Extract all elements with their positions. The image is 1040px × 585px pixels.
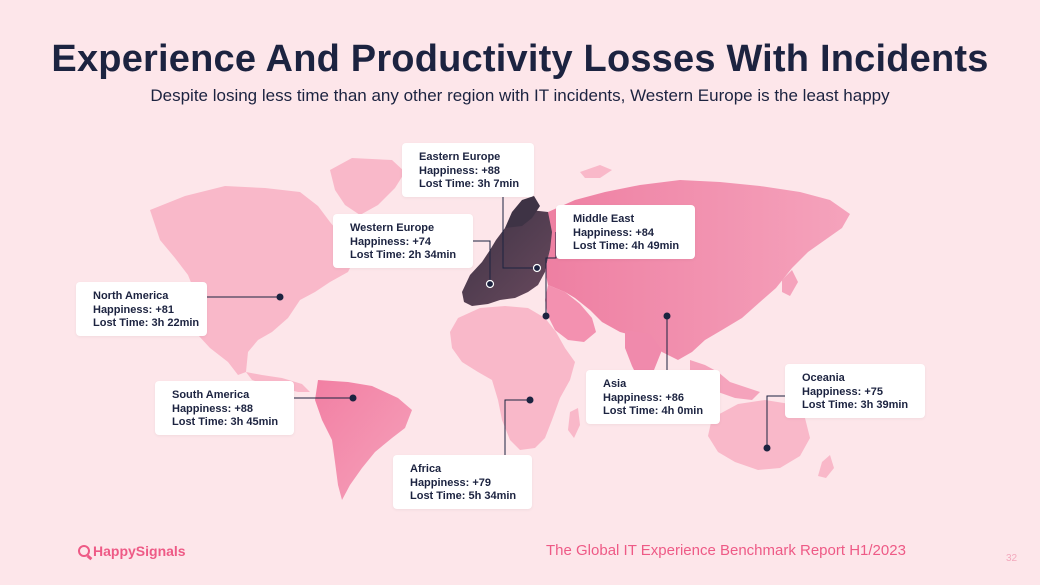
africa-card: Africa Happiness: +79 Lost Time: 5h 34mi… [393,455,532,509]
south-america-name: South America [172,389,250,401]
eastern-europe-leader [502,196,537,269]
western-europe-card: Western Europe Happiness: +74 Lost Time:… [333,214,473,268]
asia-card: Asia Happiness: +86 Lost Time: 4h 0min [586,370,720,424]
western-europe-name: Western Europe [350,222,435,234]
page-title: Experience And Productivity Losses With … [51,38,989,80]
middle-east-lost-time: Lost Time: 4h 49min [573,240,680,252]
asia-lost-time: Lost Time: 4h 0min [603,405,704,417]
logo-text: HappySignals [93,543,186,559]
madagascar-shape [568,408,580,438]
oceania-leader [766,395,785,448]
oceania-lost-time: Lost Time: 3h 39min [802,399,909,411]
south-america-card: South America Happiness: +88 Lost Time: … [155,381,294,435]
middle-east-shape [545,285,596,342]
japan-shape [782,270,798,296]
page-subtitle: Despite losing less time than any other … [150,86,890,105]
eastern-europe-name: Eastern Europe [419,151,501,163]
eastern-europe-marker [532,263,542,273]
africa-lost-time: Lost Time: 5h 34min [410,490,517,502]
oceania-name: Oceania [802,372,845,384]
arctic-islands-shape [580,165,612,178]
north-america-card: North America Happiness: +81 Lost Time: … [76,282,207,336]
western-europe-lost-time: Lost Time: 2h 34min [350,249,457,261]
eastern-europe-happiness: Happiness: +88 [419,164,501,177]
oceania-happiness: Happiness: +75 [802,385,884,398]
north-america-happiness: Happiness: +81 [93,303,175,316]
north-america-shape [150,186,355,375]
happysignals-logo: HappySignals [78,543,186,559]
eastern-europe-card: Eastern Europe Happiness: +88 Lost Time:… [402,143,534,197]
south-america-shape [315,380,412,500]
middle-east-marker [542,312,550,320]
middle-east-happiness: Happiness: +84 [573,226,655,239]
western-europe-happiness: Happiness: +74 [350,235,432,248]
page-number: 32 [1006,553,1018,564]
south-america-marker [349,394,357,402]
middle-east-name: Middle East [573,213,635,225]
greenland-shape [330,158,405,215]
africa-name: Africa [410,463,442,475]
india-shape [625,330,662,382]
oceania-marker [763,444,771,452]
north-america-lost-time: Lost Time: 3h 22min [93,317,200,329]
europe-shape [462,210,556,306]
asia-marker [663,312,671,320]
report-name: The Global IT Experience Benchmark Repor… [546,542,906,559]
asia-name: Asia [603,378,627,390]
africa-shape [450,306,575,450]
south-america-happiness: Happiness: +88 [172,402,254,415]
asia-happiness: Happiness: +86 [603,391,685,404]
eastern-europe-lost-time: Lost Time: 3h 7min [419,178,520,190]
australia-shape [708,400,810,470]
western-europe-leader [473,240,491,284]
africa-leader [504,399,530,456]
africa-happiness: Happiness: +79 [410,476,492,489]
middle-east-card: Middle East Happiness: +84 Lost Time: 4h… [556,205,695,259]
north-america-marker [276,293,284,301]
north-america-name: North America [93,290,169,302]
scandinavia-shape [505,196,540,228]
south-america-lost-time: Lost Time: 3h 45min [172,416,279,428]
western-europe-marker [485,279,495,289]
logo-mark-icon [78,545,90,557]
oceania-card: Oceania Happiness: +75 Lost Time: 3h 39m… [785,364,925,418]
africa-marker [526,396,534,404]
new-zealand-shape [818,455,834,478]
